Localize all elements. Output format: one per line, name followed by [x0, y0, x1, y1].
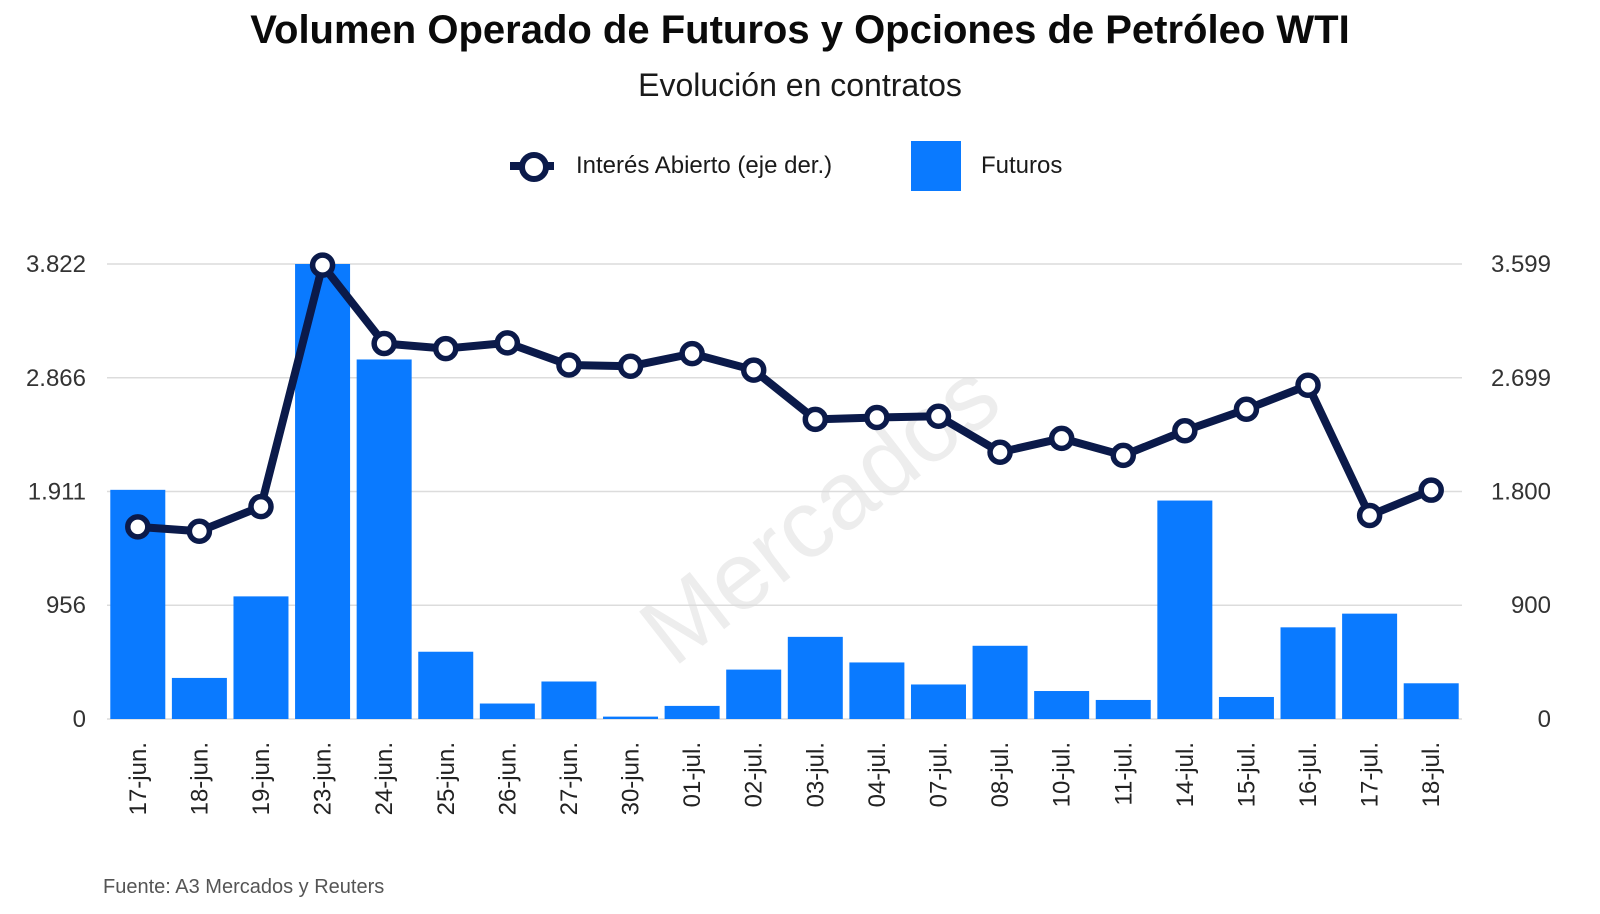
- bar-swatch-icon: [911, 141, 961, 191]
- y-right-tick-label: 1.800: [1491, 478, 1551, 505]
- legend-label-futuros: Futuros: [981, 152, 1063, 179]
- y-right-tick-label: 900: [1511, 592, 1551, 619]
- x-tick-label: 14-jul.: [1172, 742, 1199, 807]
- bar: [603, 716, 659, 719]
- line-point: [433, 335, 459, 362]
- line-point: [1295, 372, 1321, 398]
- line-point: [309, 252, 336, 278]
- x-tick-label: 02-jul.: [741, 742, 768, 807]
- line-point: [864, 404, 890, 431]
- y-right-tick-label: 3.599: [1491, 251, 1551, 278]
- line-point: [1233, 396, 1260, 423]
- bar: [664, 705, 720, 719]
- bar: [1095, 699, 1151, 719]
- line-point: [1172, 418, 1198, 444]
- bar: [1034, 691, 1090, 719]
- chart-subtitle: Evolución en contratos: [638, 67, 962, 103]
- line-point: [1048, 425, 1075, 452]
- x-tick-label: 18-jun.: [186, 742, 213, 815]
- bar: [787, 636, 843, 719]
- x-tick-label: 04-jul.: [864, 742, 891, 807]
- line-point: [987, 439, 1013, 465]
- x-tick-label: 30-jun.: [618, 742, 645, 815]
- x-tick-label: 26-jun.: [494, 742, 521, 815]
- x-tick-label: 03-jul.: [802, 742, 829, 807]
- bar: [171, 677, 227, 719]
- line-point: [186, 518, 213, 545]
- legend-item-interes[interactable]: Interés Abierto (eje der.): [510, 138, 832, 194]
- line-point: [925, 403, 952, 429]
- bar: [1218, 696, 1274, 719]
- x-tick-label: 10-jul.: [1049, 742, 1076, 807]
- x-tick-label: 15-jul.: [1233, 742, 1260, 807]
- bar: [1403, 683, 1459, 719]
- bar: [972, 645, 1028, 719]
- y-left-tick-label: 3.822: [26, 251, 86, 278]
- x-tick-label: 16-jul.: [1295, 742, 1322, 807]
- chart-title: Volumen Operado de Futuros y Opciones de…: [250, 8, 1350, 52]
- line-point: [1356, 502, 1383, 529]
- bar: [1342, 613, 1398, 719]
- x-tick-label: 19-jun.: [248, 742, 275, 815]
- y-right-tick-label: 0: [1538, 706, 1551, 733]
- x-tick-label: 01-jul.: [679, 742, 706, 807]
- x-tick-label: 18-jul.: [1418, 742, 1445, 807]
- y-left-tick-label: 2.866: [26, 365, 86, 392]
- x-tick-label: 07-jul.: [925, 742, 952, 807]
- series-line: [133, 261, 1436, 536]
- line-point: [740, 357, 767, 383]
- x-tick-label: 17-jun.: [125, 742, 152, 815]
- line-point: [679, 340, 705, 367]
- bar: [726, 669, 782, 719]
- line-point: [556, 352, 582, 378]
- y-left-tick-label: 0: [73, 706, 86, 733]
- bar: [233, 596, 289, 719]
- legend-item-futuros[interactable]: Futuros: [911, 138, 1062, 194]
- x-tick-label: 11-jul.: [1110, 742, 1137, 806]
- line-point: [125, 514, 151, 540]
- line-point: [802, 406, 829, 433]
- legend: Interés Abierto (eje der.) Futuros: [0, 138, 1600, 194]
- bar: [541, 681, 597, 719]
- y-left-tick-label: 1.911: [28, 479, 86, 506]
- bar: [849, 662, 905, 719]
- line-point: [1110, 442, 1136, 469]
- y-left-tick-label: 956: [46, 592, 86, 619]
- line-point: [248, 493, 274, 520]
- x-tick-label: 23-jun.: [310, 742, 337, 815]
- x-tick-label: 25-jun.: [433, 742, 460, 815]
- y-right-tick-label: 2.699: [1491, 365, 1551, 392]
- legend-label-interes: Interés Abierto (eje der.): [576, 152, 833, 179]
- line-point: [617, 353, 644, 380]
- bar: [1280, 627, 1336, 719]
- bar: [910, 684, 966, 719]
- bar: [356, 359, 412, 719]
- line-point: [371, 330, 397, 357]
- x-tick-label: 17-jul.: [1357, 742, 1384, 807]
- bar: [418, 651, 474, 719]
- x-tick-label: 27-jun.: [556, 742, 583, 815]
- bar: [479, 703, 535, 719]
- line-point: [494, 330, 521, 356]
- line-point: [1418, 477, 1444, 503]
- x-tick-label: 24-jun.: [371, 742, 398, 815]
- x-tick-label: 08-jul.: [987, 742, 1014, 807]
- bar: [1157, 500, 1213, 719]
- line-marker-icon: [510, 144, 554, 188]
- source-note: Fuente: A3 Mercados y Reuters: [103, 876, 385, 898]
